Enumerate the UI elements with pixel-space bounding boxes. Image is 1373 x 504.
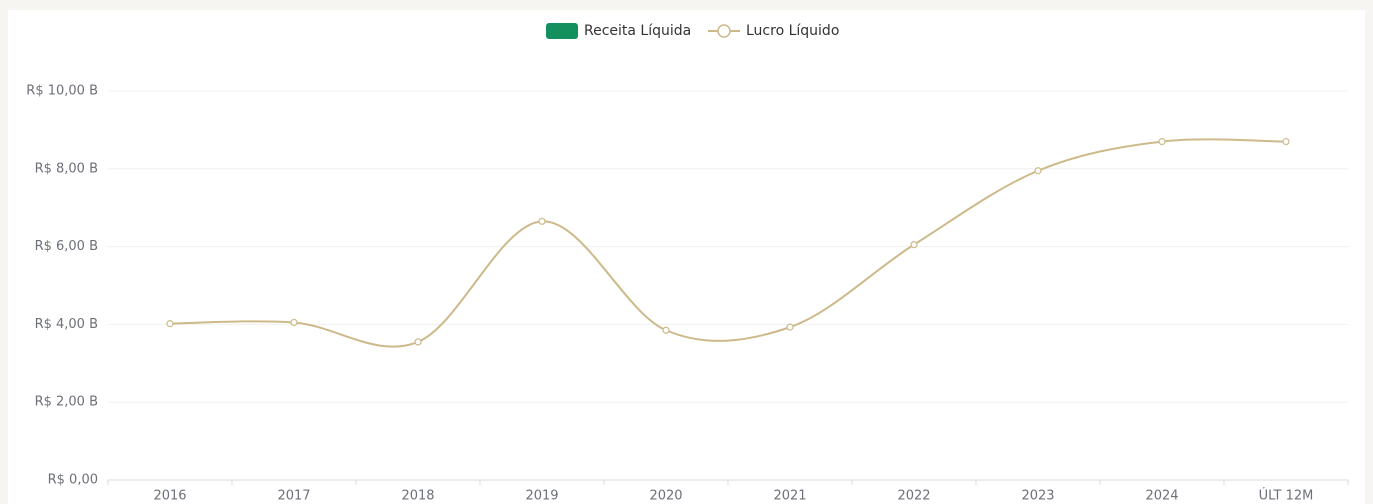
y-tick-label: R$ 10,00 B [26,84,98,99]
legend-label: Receita Líquida [584,23,691,39]
point [414,338,422,346]
point [290,318,298,327]
point [1034,167,1042,175]
y-tick-label: R$ 6,00 B [35,239,98,254]
point [166,320,174,328]
x-tick-label: 2023 [1021,489,1054,504]
chart-card [8,10,1365,504]
x-tick-label: ÚLT 12M [1259,488,1314,504]
x-tick-label: 2020 [649,489,682,504]
x-tick-label: 2019 [525,489,558,504]
x-tick-label: 2021 [773,489,806,504]
y-tick-label: R$ 0,00 [48,473,98,488]
x-tick-label: 2017 [277,489,310,504]
x-tick-label: 2022 [897,489,930,504]
legend-swatch [546,23,578,39]
x-tick-label: 2018 [401,489,434,504]
legend-swatch [717,24,731,38]
legend-label: Lucro Líquido [746,23,839,39]
point [910,241,918,249]
point [786,323,794,331]
y-tick-label: R$ 2,00 B [35,395,98,410]
y-tick-label: R$ 4,00 B [35,317,98,332]
point [538,217,546,225]
point [662,326,670,334]
line [169,138,1287,348]
point [1158,137,1166,146]
x-tick-label: 2016 [153,489,186,504]
y-tick-label: R$ 8,00 B [35,161,98,176]
point [1282,137,1290,146]
x-tick-label: 2024 [1145,489,1178,504]
